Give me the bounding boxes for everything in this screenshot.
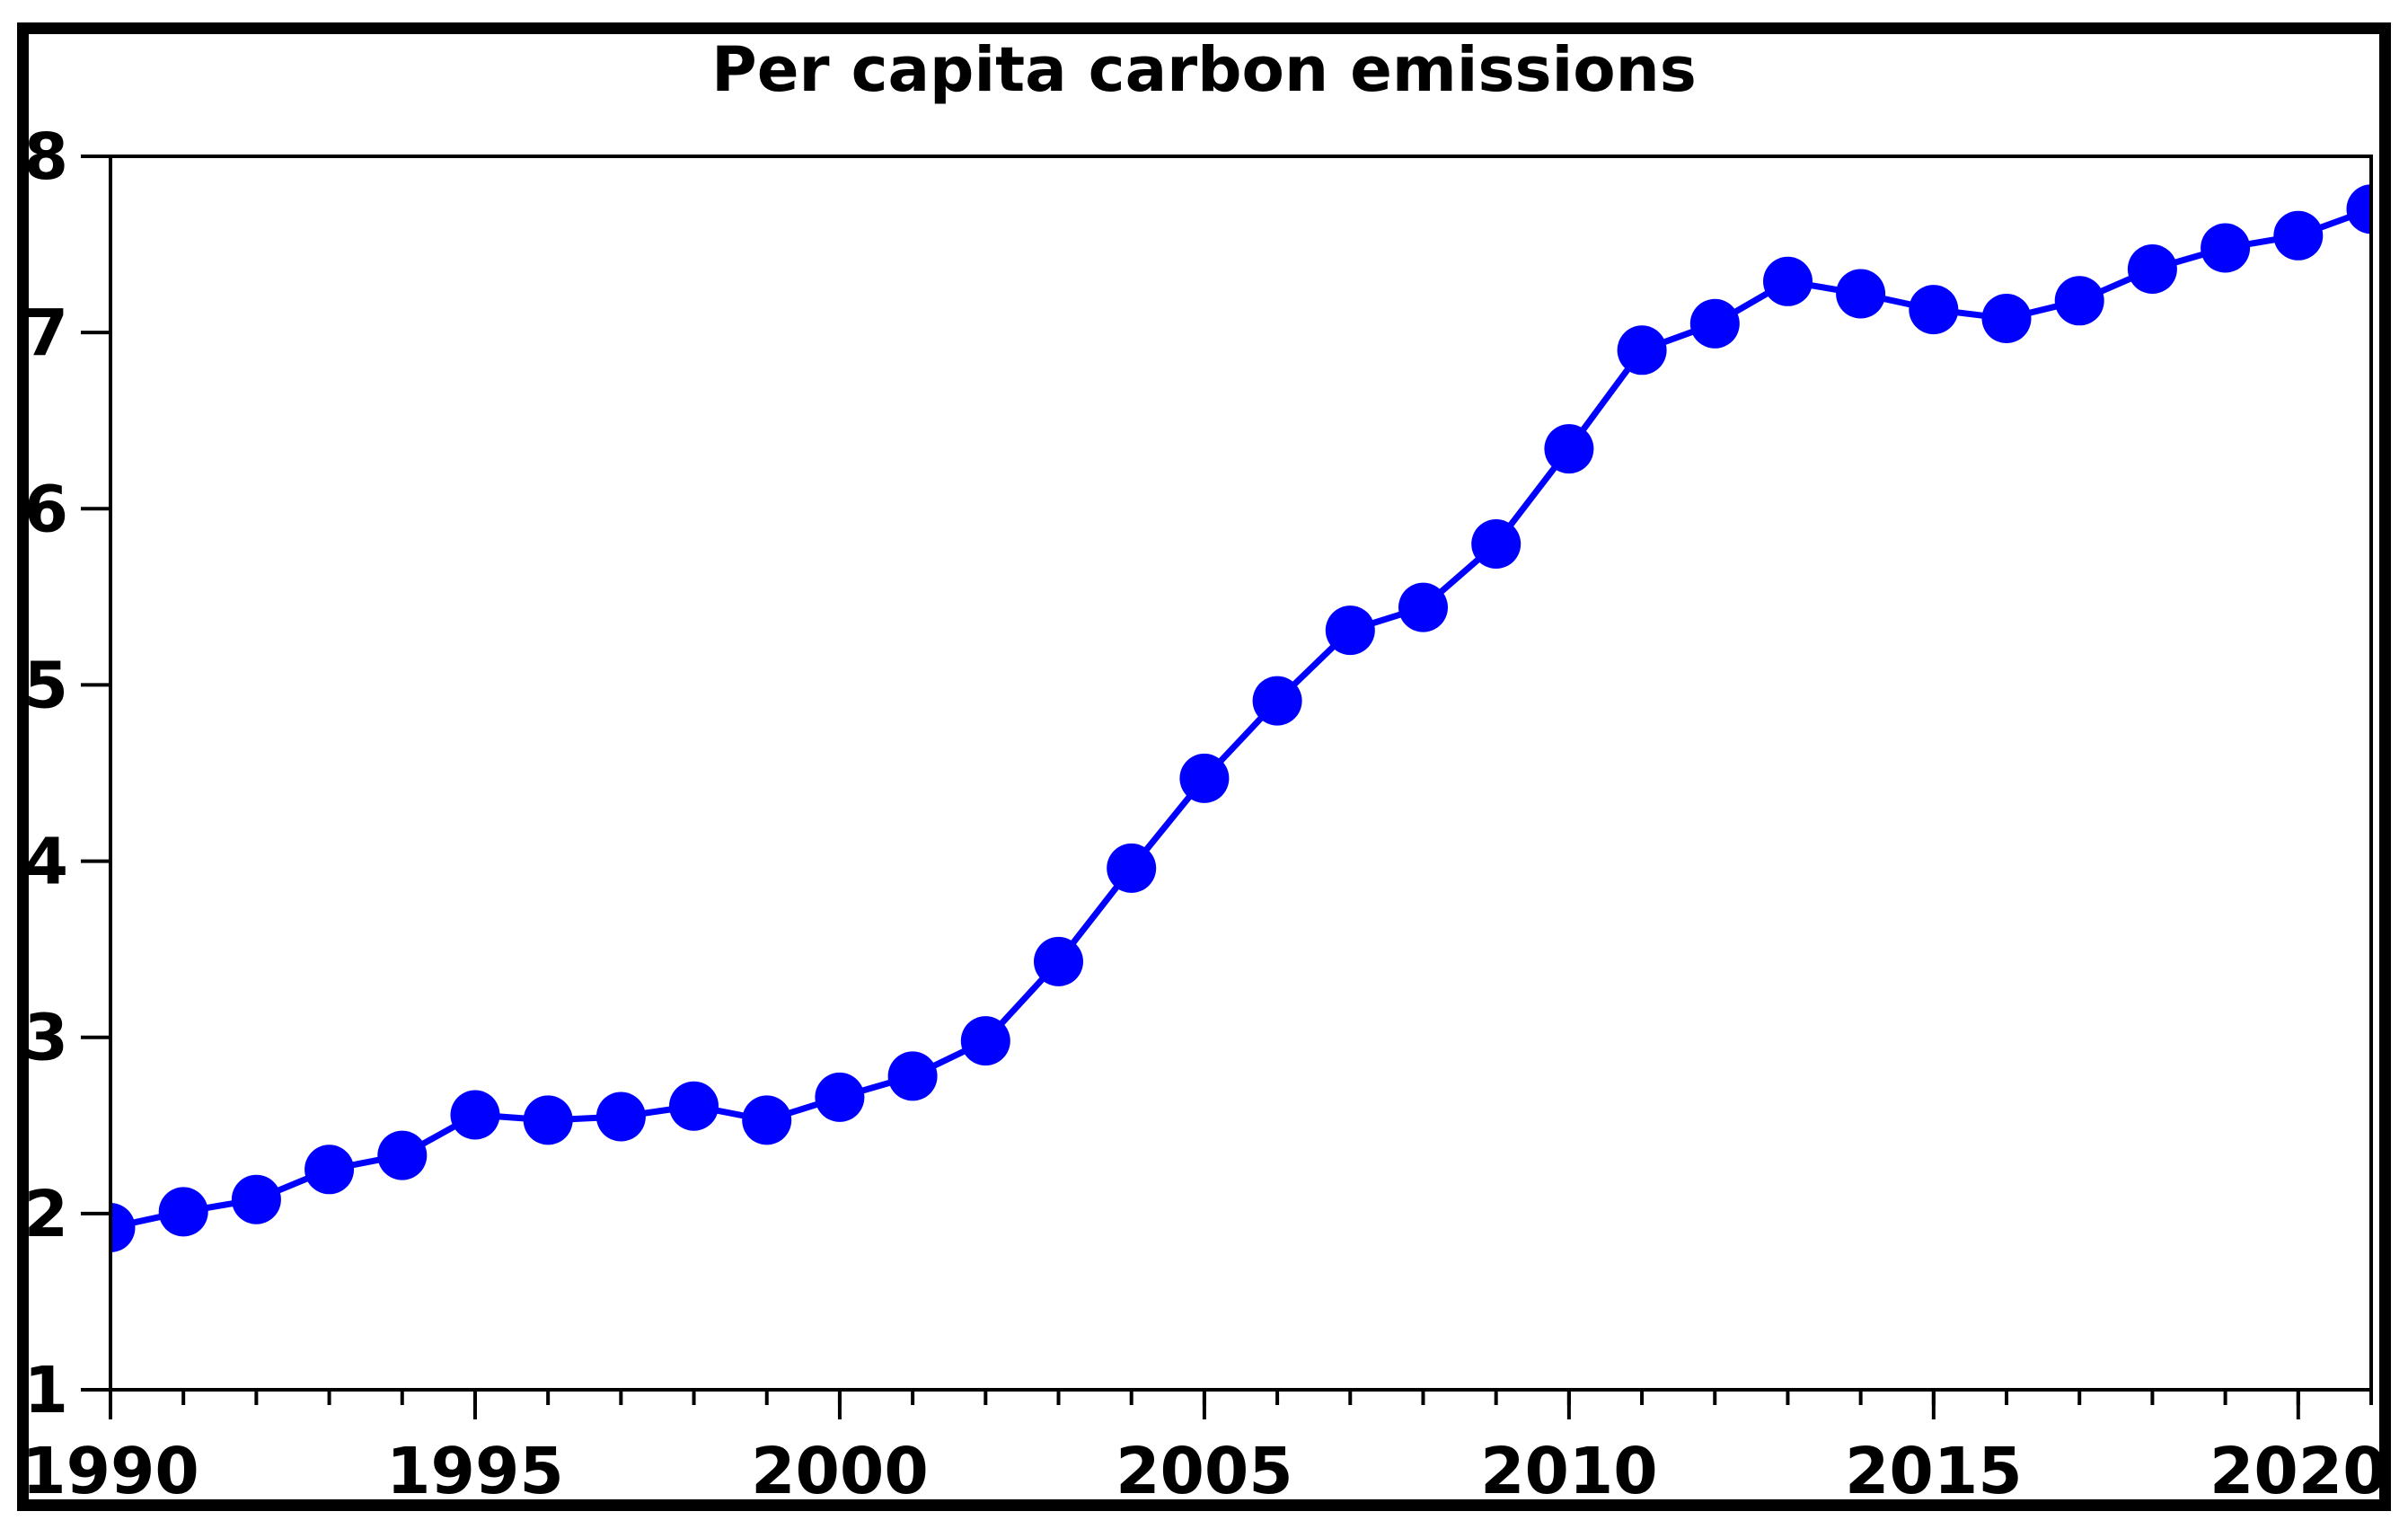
data-point-marker (110, 1203, 136, 1252)
series-line (110, 206, 2371, 1231)
y-tick-label: 8 (24, 119, 68, 194)
data-point-marker (960, 1016, 1010, 1066)
data-point-marker (1107, 843, 1157, 893)
data-point-marker (231, 1174, 281, 1224)
data-point-marker (1981, 294, 2032, 343)
data-point-marker (2054, 276, 2104, 326)
chart-title: Per capita carbon emissions (711, 34, 1697, 106)
data-point-marker (1689, 298, 1740, 349)
x-tick-label: 2020 (2210, 1434, 2387, 1508)
data-point-marker (1034, 936, 1083, 986)
x-tick-label: 2005 (1116, 1434, 1293, 1508)
data-point-marker (523, 1095, 573, 1145)
x-tick-label: 2015 (1845, 1434, 2023, 1508)
data-point-marker (887, 1051, 938, 1101)
data-point-marker (1836, 269, 1886, 319)
data-point-marker (450, 1090, 500, 1140)
data-point-marker (1617, 325, 1667, 376)
data-point-marker (304, 1145, 355, 1195)
data-point-marker (1544, 424, 1594, 474)
data-point-marker (158, 1187, 208, 1237)
data-point-marker (815, 1072, 865, 1122)
y-tick-label: 7 (24, 296, 68, 370)
x-tick-label: 1995 (386, 1434, 564, 1508)
y-tick-label: 5 (24, 648, 68, 722)
y-tick-label: 2 (24, 1177, 68, 1251)
y-tick-label: 6 (24, 472, 68, 546)
y-tick-label: 1 (24, 1353, 68, 1427)
data-point-marker (2273, 210, 2324, 261)
data-point-marker (1252, 676, 1302, 726)
data-point-marker (2346, 184, 2371, 234)
data-point-marker (669, 1081, 719, 1131)
data-point-marker (377, 1130, 428, 1180)
y-tick-label: 4 (24, 825, 68, 899)
x-tick-label: 1990 (22, 1434, 199, 1508)
data-point-marker (2201, 223, 2251, 273)
data-point-marker (1763, 256, 1813, 306)
data-series (110, 184, 2371, 1252)
x-tick-label: 2000 (751, 1434, 929, 1508)
data-point-marker (1398, 582, 1448, 632)
data-point-marker (595, 1092, 646, 1142)
y-tick-label: 3 (24, 1001, 68, 1075)
x-tick-label: 2010 (1480, 1434, 1658, 1508)
data-point-marker (1325, 605, 1375, 656)
data-point-marker (2127, 244, 2177, 294)
data-point-marker (1179, 753, 1230, 803)
data-point-marker (742, 1095, 792, 1145)
plot-box (109, 155, 2373, 1392)
figure-border (17, 22, 2391, 1511)
data-point-marker (1909, 285, 1959, 335)
data-point-marker (1471, 519, 1522, 569)
